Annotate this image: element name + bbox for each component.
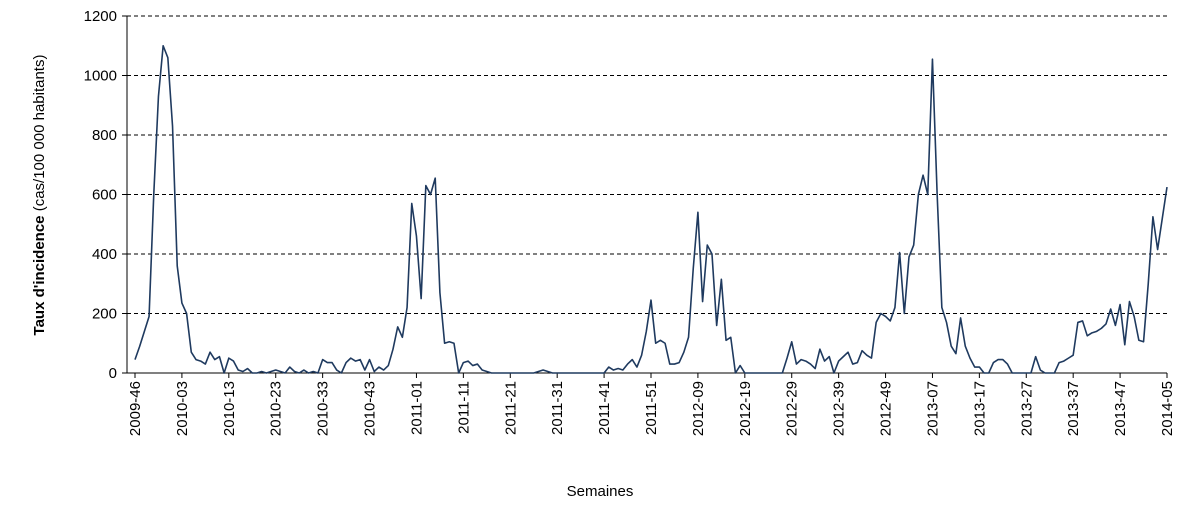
x-tick-label: 2013-27 bbox=[1018, 381, 1035, 436]
x-tick-label: 2012-49 bbox=[878, 381, 895, 436]
x-tick-label: 2013-47 bbox=[1112, 381, 1129, 436]
x-tick-label: 2013-17 bbox=[971, 381, 988, 436]
x-tick-label: 2012-29 bbox=[784, 381, 801, 436]
x-tick-label: 2011-21 bbox=[502, 381, 519, 435]
y-axis-label-main: Taux d'incidence bbox=[31, 215, 48, 335]
x-tick-label: 2010-13 bbox=[221, 381, 238, 436]
x-tick-label: 2012-19 bbox=[737, 381, 754, 436]
x-tick-label: 2013-07 bbox=[924, 381, 941, 436]
x-tick-label: 2011-01 bbox=[408, 381, 425, 435]
x-tick-label: 2010-43 bbox=[362, 381, 379, 436]
x-tick-label: 2013-37 bbox=[1065, 381, 1082, 436]
x-tick-label: 2011-31 bbox=[549, 381, 566, 435]
y-axis-label: Taux d'incidence (cas/100 000 habitants) bbox=[31, 55, 48, 336]
x-tick-label: 2014-05 bbox=[1159, 381, 1176, 436]
x-tick-label: 2012-09 bbox=[690, 381, 707, 436]
x-tick-label: 2009-46 bbox=[127, 381, 144, 436]
y-tick-label: 1000 bbox=[84, 68, 117, 85]
y-tick-label: 1200 bbox=[84, 8, 117, 25]
y-tick-label: 400 bbox=[92, 246, 117, 263]
y-axis-label-units: (cas/100 000 habitants) bbox=[31, 55, 48, 212]
x-tick-label: 2011-51 bbox=[643, 381, 660, 435]
x-tick-label: 2010-03 bbox=[174, 381, 191, 436]
x-tick-label: 2011-11 bbox=[455, 381, 472, 434]
x-tick-label: 2012-39 bbox=[831, 381, 848, 436]
y-tick-label: 600 bbox=[92, 187, 117, 204]
y-tick-label: 0 bbox=[109, 365, 117, 382]
x-tick-label: 2010-23 bbox=[268, 381, 285, 436]
y-tick-label: 800 bbox=[92, 127, 117, 144]
x-axis-label: Semaines bbox=[567, 483, 634, 500]
data-line bbox=[134, 44, 1168, 374]
y-tick-label: 200 bbox=[92, 306, 117, 323]
x-tick-label: 2010-33 bbox=[315, 381, 332, 436]
x-tick-label: 2011-41 bbox=[596, 381, 613, 435]
